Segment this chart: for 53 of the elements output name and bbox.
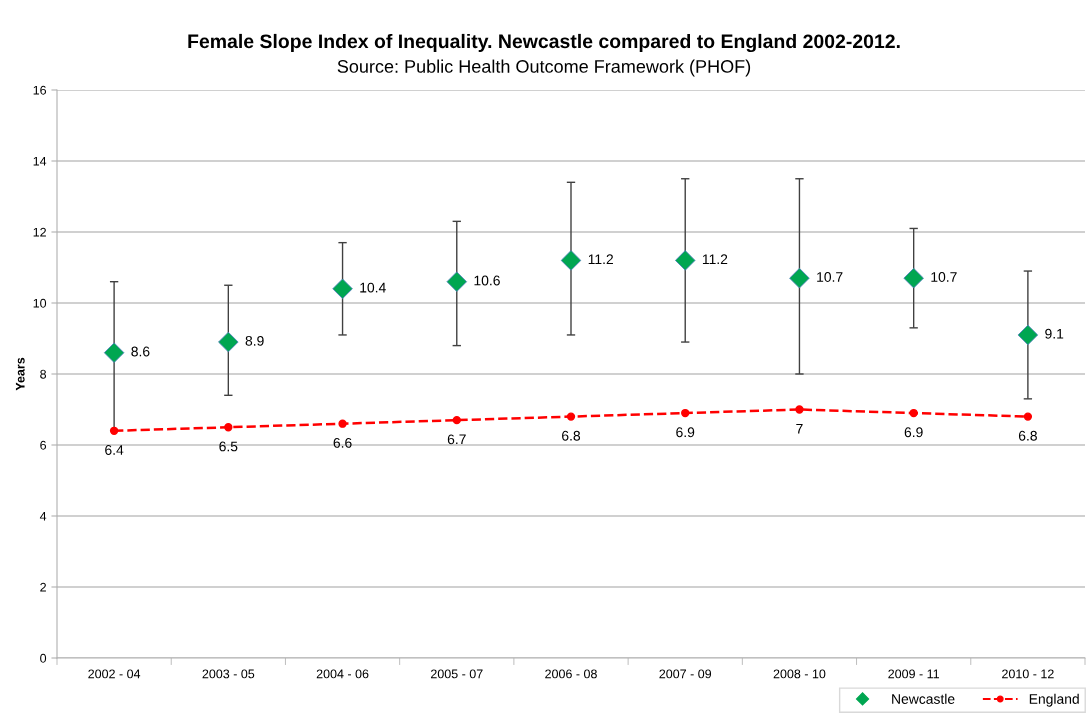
x-tick-label: 2003 - 05 <box>202 669 255 679</box>
data-label: 6.7 <box>447 434 466 445</box>
data-label: 10.4 <box>360 282 386 293</box>
point <box>560 250 582 271</box>
data-label: 6.9 <box>904 427 923 438</box>
y-tick-label: 14 <box>33 156 47 166</box>
y-axis-title: Years <box>15 357 25 391</box>
data-label: 11.2 <box>702 254 728 264</box>
chart-title: Female Slope Index of Inequality. Newcastle compared to England 2002-2012. <box>188 33 900 53</box>
x-tick-label: 2005 - 07 <box>431 669 483 679</box>
point <box>338 419 347 428</box>
data-label: 10.7 <box>931 272 957 282</box>
data-label: 6.5 <box>219 441 238 452</box>
y-tick-label: 16 <box>33 85 47 95</box>
data-label: 6.9 <box>676 427 695 438</box>
data-label: 7 <box>796 423 803 434</box>
data-label: 9.1 <box>1045 328 1064 339</box>
x-tick-label: 2006 - 08 <box>545 669 597 679</box>
legend-label: Newcastle <box>892 693 955 704</box>
point <box>795 405 804 414</box>
x-tick-label: 2007 - 09 <box>659 669 712 679</box>
legend-label: England <box>1029 693 1079 707</box>
point <box>332 278 353 300</box>
y-tick-label: 2 <box>40 582 46 592</box>
data-label: 6.8 <box>562 430 581 441</box>
data-label: 6.4 <box>105 445 124 455</box>
y-tick-label: 4 <box>39 511 47 521</box>
point <box>1023 412 1033 421</box>
y-tick-label: 8 <box>40 369 47 379</box>
point <box>566 412 576 421</box>
chart-subtitle: Source: Public Health Outcome Framework (PHOF) <box>337 59 751 77</box>
point <box>218 331 239 353</box>
point <box>681 408 690 418</box>
point <box>224 423 233 432</box>
y-tick-label: 12 <box>33 227 46 237</box>
x-tick-label: 2009 - 11 <box>888 669 940 679</box>
y-tick-label: 6 <box>40 440 47 450</box>
y-tick-label: 10 <box>33 298 47 308</box>
data-label: 6.8 <box>1018 430 1037 441</box>
data-label: 8.9 <box>245 335 264 346</box>
data-label: 6.6 <box>333 437 352 448</box>
data-label: 10.7 <box>817 272 843 282</box>
x-tick-label: 2008 - 10 <box>773 669 826 679</box>
y-tick-label: 0 <box>40 653 47 663</box>
x-tick-label: 2002 - 04 <box>88 669 141 679</box>
x-tick-label: 2010 - 12 <box>1002 669 1054 679</box>
data-label: 10.6 <box>474 275 500 286</box>
data-label: 8.6 <box>131 346 150 357</box>
data-label: 11.2 <box>588 254 613 264</box>
point <box>909 408 918 418</box>
x-tick-label: 2004 - 06 <box>316 669 369 679</box>
point <box>109 426 119 435</box>
point <box>452 415 461 425</box>
